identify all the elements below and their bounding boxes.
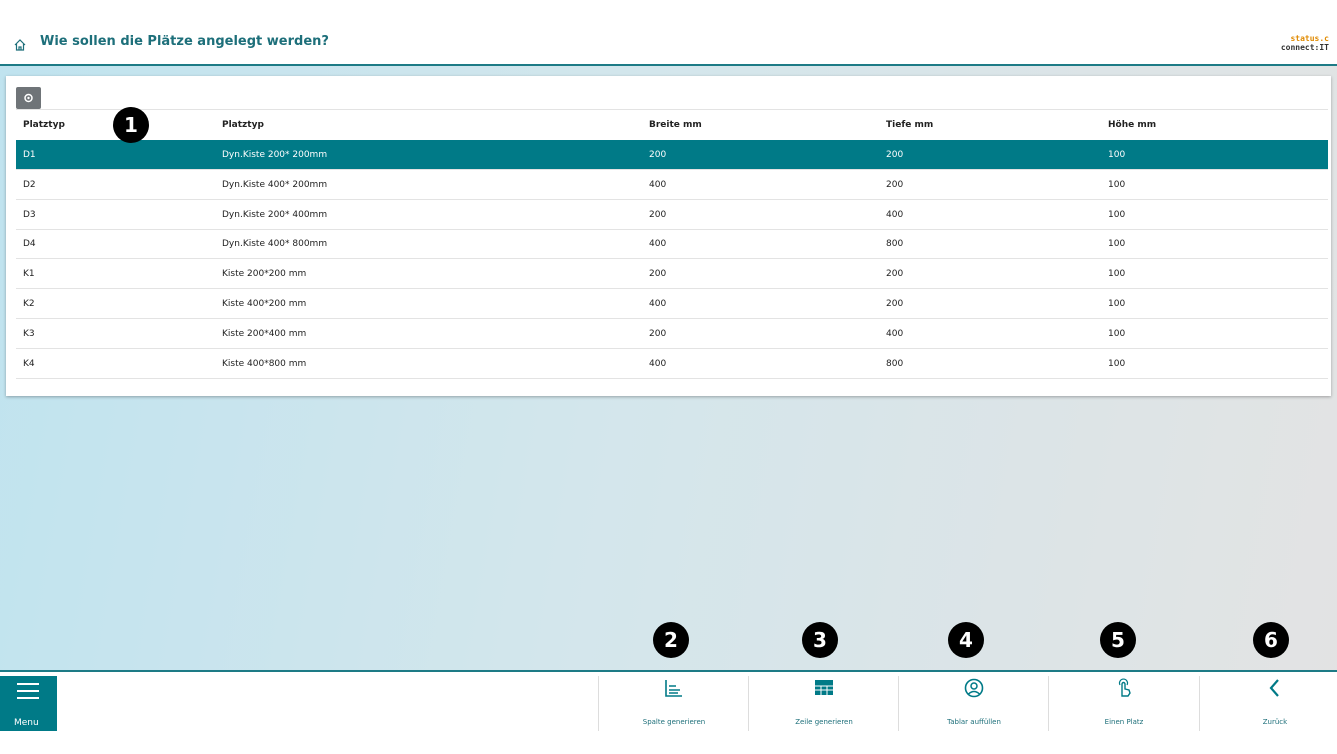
table-cell: 200	[649, 150, 667, 160]
fill-icon	[964, 678, 984, 698]
row-icon	[815, 680, 833, 695]
table-cell: D4	[23, 239, 36, 250]
footer-button[interactable]: Tablar auffüllen	[898, 676, 1049, 731]
table-cell: 100	[1108, 209, 1126, 220]
column-header: Platztyp	[222, 120, 264, 130]
table-cell: Dyn.Kiste 400* 200mm	[222, 179, 328, 190]
table-cell: Dyn.Kiste 200* 200mm	[222, 150, 328, 160]
table-cell: Kiste 200*200 mm	[222, 269, 307, 280]
column-header: Höhe mm	[1108, 120, 1157, 130]
header: Wie sollen die Plätze angelegt werden? s…	[0, 0, 1337, 66]
table-cell: 200	[649, 269, 667, 280]
column-header: Breite mm	[649, 120, 702, 130]
callout-badge: 6	[1253, 622, 1289, 658]
button-label: Tablar auffüllen	[947, 718, 1001, 726]
logo: status.c connect:IT	[1281, 34, 1329, 52]
callout-badge: 5	[1100, 622, 1136, 658]
table-cell: Kiste 200*400 mm	[222, 328, 307, 339]
table-cell: 400	[886, 209, 904, 220]
logo-line: connect:IT	[1280, 43, 1329, 52]
table-cell: Dyn.Kiste 200* 400mm	[222, 209, 328, 220]
table-cell: 200	[886, 269, 904, 280]
table-card: Platztyp Platztyp Breite mm Tiefe mm Höhe mm…	[6, 76, 1331, 396]
table-cell: 400	[649, 299, 667, 309]
footer-button[interactable]: Einen Platz	[1048, 676, 1199, 731]
table-cell: K2	[23, 299, 35, 309]
table-cell: K1	[23, 269, 35, 280]
table-cell: 100	[1108, 269, 1126, 280]
table-cell: 200	[649, 209, 667, 220]
home-icon[interactable]	[13, 38, 27, 52]
back-icon	[1269, 679, 1279, 697]
settings-button[interactable]	[16, 87, 41, 109]
table-cell: D1	[23, 150, 36, 160]
callout-badge: 2	[653, 622, 689, 658]
table-row[interactable]	[16, 229, 1328, 260]
logo-line: status.c	[1290, 34, 1329, 43]
table-cell: 100	[1108, 179, 1126, 190]
button-label: Einen Platz	[1104, 718, 1144, 726]
table-cell: D3	[23, 209, 36, 220]
table-cell: D2	[23, 179, 36, 190]
table-cell: 100	[1108, 328, 1126, 339]
table-cell: Kiste 400*200 mm	[222, 299, 307, 309]
table-row[interactable]	[16, 170, 1328, 200]
column-header: Tiefe mm	[886, 120, 934, 130]
table-cell: 200	[886, 150, 904, 160]
callout-badge: 1	[113, 107, 149, 143]
menu-label: Menu	[14, 718, 39, 728]
footer-button[interactable]: Zurück	[1199, 676, 1337, 731]
page-title: Wie sollen die Plätze angelegt werden?	[40, 34, 329, 49]
selected-row[interactable]	[16, 140, 1328, 170]
table-cell: 800	[886, 358, 904, 369]
table-row[interactable]	[16, 319, 1328, 349]
table-row[interactable]	[16, 200, 1328, 230]
table: Platztyp Platztyp Breite mm Tiefe mm Höhe mm…	[6, 76, 1331, 396]
table-cell: 400	[649, 179, 667, 190]
table-row[interactable]	[16, 289, 1328, 319]
table-cell: K3	[23, 328, 35, 339]
table-cell: 400	[649, 239, 667, 250]
table-cell: 100	[1108, 358, 1126, 369]
button-label: Spalte generieren	[642, 718, 706, 726]
button-label: Zeile generieren	[795, 718, 853, 726]
table-row[interactable]	[16, 349, 1328, 379]
gear-icon	[24, 93, 33, 103]
table-cell: 800	[886, 239, 904, 250]
footer: Menu Spalte generieren Zeile generieren …	[0, 670, 1337, 754]
menu-button[interactable]: Menu	[0, 676, 57, 731]
table-cell: 200	[886, 299, 904, 309]
table-cell: 400	[649, 358, 667, 369]
menu-icon	[17, 683, 39, 699]
table-cell: 400	[886, 328, 904, 339]
footer-button[interactable]: Spalte generieren	[598, 676, 749, 731]
callout-badge: 3	[802, 622, 838, 658]
table-cell: 200	[649, 328, 667, 339]
table-row[interactable]	[16, 259, 1328, 290]
callout-badge: 4	[948, 622, 984, 658]
footer-button[interactable]: Zeile generieren	[748, 676, 899, 731]
table-cell: 100	[1108, 239, 1126, 250]
column-icon	[665, 680, 682, 697]
table-cell: Dyn.Kiste 400* 800mm	[222, 239, 328, 250]
table-cell: 200	[886, 179, 904, 190]
table-cell: 100	[1108, 299, 1126, 309]
table-cell: Kiste 400*800 mm	[222, 358, 307, 369]
button-label: Zurück	[1262, 718, 1288, 726]
touch-icon	[1118, 678, 1131, 697]
table-cell: 100	[1108, 150, 1126, 160]
column-header: Platztyp	[23, 120, 65, 130]
table-cell: K4	[23, 358, 35, 369]
